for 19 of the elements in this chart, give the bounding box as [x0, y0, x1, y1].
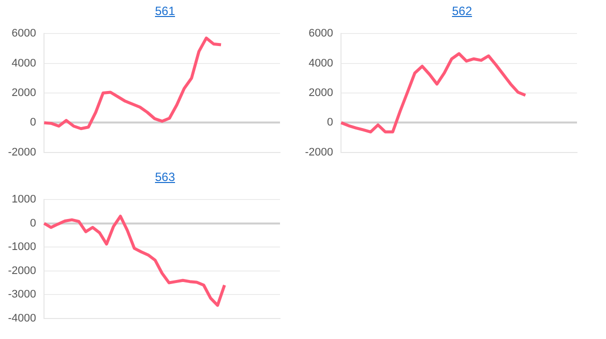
- y-tick-label: -4000: [8, 312, 36, 324]
- chart-title: 561: [154, 4, 176, 19]
- y-tick-label: 2000: [12, 87, 36, 100]
- y-tick-label: 0: [327, 116, 334, 129]
- y-tick-label: -3000: [8, 288, 36, 301]
- chart-title: 562: [450, 4, 474, 19]
- y-tick-label: 4000: [12, 57, 36, 70]
- y-tick-label: -2000: [304, 146, 334, 158]
- y-tick-label: 0: [30, 217, 36, 230]
- y-tick-label: -2000: [8, 264, 36, 277]
- chart-title: 563: [154, 170, 176, 185]
- y-tick-label: 0: [30, 116, 36, 129]
- y-tick-label: -2000: [8, 146, 36, 158]
- y-tick-label: 1000: [12, 194, 36, 206]
- y-tick-label: 2000: [308, 87, 334, 100]
- y-tick-label: 6000: [308, 28, 334, 40]
- y-tick-label: -1000: [8, 241, 36, 254]
- y-tick-label: 6000: [12, 28, 36, 40]
- y-tick-label: 4000: [308, 57, 334, 70]
